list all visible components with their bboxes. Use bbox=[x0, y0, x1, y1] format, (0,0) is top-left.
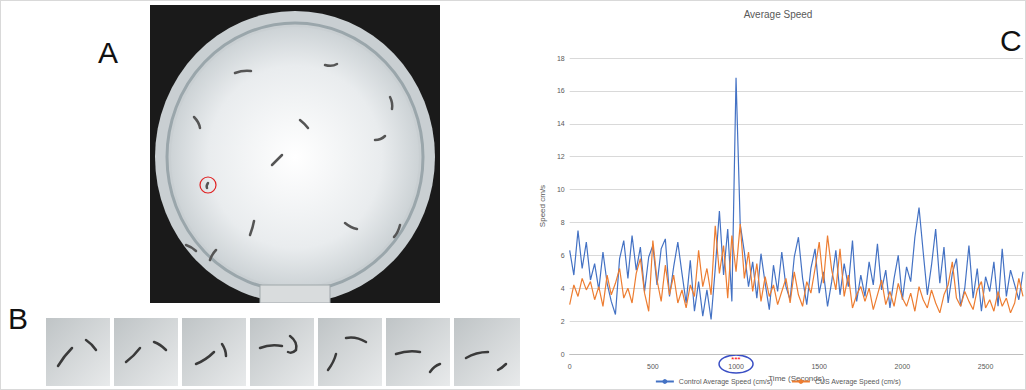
svg-text:2000: 2000 bbox=[895, 363, 911, 370]
svg-text:10: 10 bbox=[557, 186, 565, 193]
svg-text:18: 18 bbox=[557, 55, 565, 62]
svg-text:12: 12 bbox=[557, 153, 565, 160]
svg-text:Time (Seconds): Time (Seconds) bbox=[768, 374, 825, 384]
svg-text:0: 0 bbox=[568, 363, 572, 370]
svg-text:500: 500 bbox=[647, 363, 659, 370]
svg-text:4: 4 bbox=[561, 285, 565, 292]
svg-text:Control Average Speed (cm/s): Control Average Speed (cm/s) bbox=[679, 378, 773, 386]
html-text:B: B bbox=[8, 302, 28, 335]
svg-text:2500: 2500 bbox=[978, 363, 994, 370]
svg-text:16: 16 bbox=[557, 87, 565, 94]
svg-text:0: 0 bbox=[561, 351, 565, 358]
svg-text:14: 14 bbox=[557, 120, 565, 127]
svg-text:2: 2 bbox=[561, 318, 565, 325]
svg-text:1500: 1500 bbox=[811, 363, 827, 370]
svg-text:1000: 1000 bbox=[728, 363, 744, 370]
svg-text:Speed cm/s: Speed cm/s bbox=[538, 185, 547, 227]
html-text:C: C bbox=[1000, 24, 1022, 57]
svg-text:Average Speed: Average Speed bbox=[744, 9, 813, 20]
html-text:A: A bbox=[98, 36, 118, 69]
svg-text:8: 8 bbox=[561, 219, 565, 226]
svg-text:6: 6 bbox=[561, 252, 565, 259]
svg-text:CUS Average Speed (cm/s): CUS Average Speed (cm/s) bbox=[815, 378, 901, 386]
